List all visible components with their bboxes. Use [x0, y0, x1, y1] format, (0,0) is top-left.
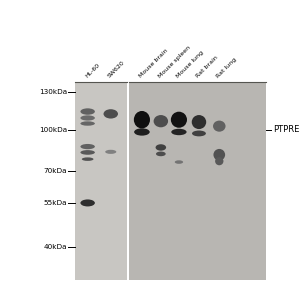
- Text: Rat brain: Rat brain: [195, 55, 219, 79]
- Ellipse shape: [134, 111, 150, 128]
- Ellipse shape: [213, 149, 225, 161]
- Ellipse shape: [213, 121, 226, 132]
- Ellipse shape: [105, 150, 116, 154]
- Ellipse shape: [175, 160, 183, 164]
- Text: Mouse spleen: Mouse spleen: [157, 45, 191, 79]
- Ellipse shape: [80, 144, 95, 149]
- Ellipse shape: [192, 131, 206, 136]
- Ellipse shape: [80, 199, 95, 206]
- Ellipse shape: [215, 157, 224, 165]
- Text: 40kDa: 40kDa: [43, 244, 67, 250]
- Text: HL-60: HL-60: [84, 62, 101, 79]
- Ellipse shape: [154, 115, 168, 127]
- Text: 100kDa: 100kDa: [39, 127, 67, 133]
- Bar: [129, 82, 266, 280]
- Text: SW620: SW620: [107, 60, 126, 79]
- Text: Mouse brain: Mouse brain: [138, 48, 169, 79]
- Ellipse shape: [171, 112, 187, 128]
- Ellipse shape: [103, 109, 118, 119]
- Bar: [75, 82, 127, 280]
- Ellipse shape: [80, 108, 95, 115]
- Text: 130kDa: 130kDa: [39, 89, 67, 95]
- Ellipse shape: [156, 152, 166, 156]
- Ellipse shape: [80, 115, 95, 121]
- Ellipse shape: [171, 129, 187, 135]
- Ellipse shape: [134, 128, 150, 135]
- Ellipse shape: [80, 150, 95, 155]
- Ellipse shape: [192, 115, 206, 129]
- Text: 55kDa: 55kDa: [43, 200, 67, 206]
- Ellipse shape: [80, 121, 95, 126]
- Bar: [127, 82, 129, 280]
- Text: Rat lung: Rat lung: [216, 57, 238, 79]
- Text: Mouse lung: Mouse lung: [176, 50, 205, 79]
- Text: PTPRE: PTPRE: [273, 126, 299, 134]
- Ellipse shape: [156, 144, 166, 151]
- Ellipse shape: [82, 157, 94, 161]
- Text: 70kDa: 70kDa: [43, 168, 67, 174]
